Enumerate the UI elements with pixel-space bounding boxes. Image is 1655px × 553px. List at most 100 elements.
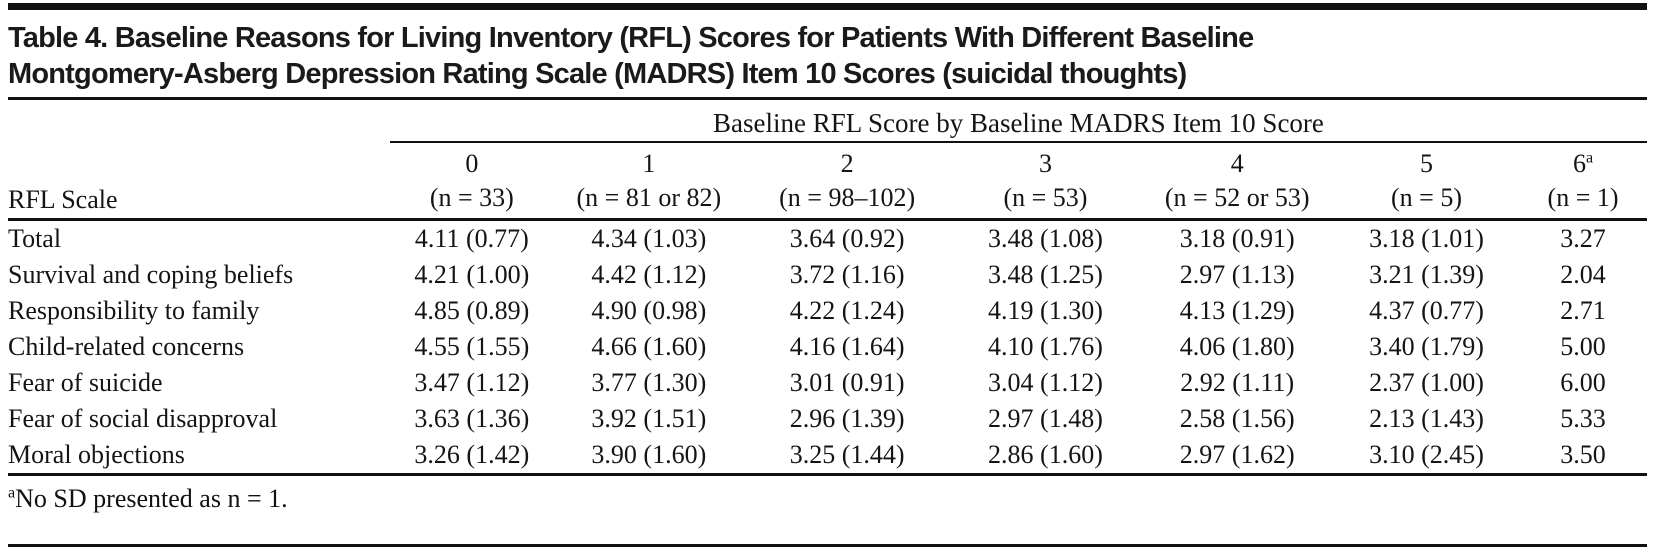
row-label: Total: [8, 224, 62, 253]
column-score: 6a: [1572, 149, 1594, 178]
bottom-rule: [8, 544, 1647, 547]
cell-value: 5.33: [1560, 404, 1606, 433]
table-row: Fear of suicide 3.47 (1.12) 3.77 (1.30) …: [8, 365, 1647, 401]
cell-value: 3.10 (2.45): [1369, 440, 1484, 469]
column-header-row: RFL Scale 0 (n = 33) 1 (n = 81 or 82) 2 …: [8, 142, 1647, 221]
spanner-spacer: [8, 100, 390, 142]
cell-value: 2.97 (1.48): [988, 404, 1103, 433]
column-score: 5: [1419, 149, 1433, 178]
cell-value: 2.13 (1.43): [1369, 404, 1484, 433]
cell-value: 4.06 (1.80): [1179, 332, 1295, 361]
cell-value: 2.92 (1.11): [1180, 368, 1295, 397]
cell-value: 3.21 (1.39): [1369, 260, 1484, 289]
row-label: Survival and coping beliefs: [8, 260, 294, 289]
table-title-line-2: Montgomery-Asberg Depression Rating Scal…: [8, 58, 1187, 90]
cell-value: 3.77 (1.30): [591, 368, 707, 397]
footnote-text: No SD presented as n = 1.: [15, 484, 288, 513]
cell-value: 4.13 (1.29): [1179, 296, 1295, 325]
cell-value: 3.47 (1.12): [414, 368, 530, 397]
column-score: 2: [840, 149, 854, 178]
cell-value: 4.34 (1.03): [591, 224, 707, 253]
column-header-3: 3 (n = 53): [950, 142, 1141, 221]
table-title: Table 4. Baseline Reasons for Living Inv…: [8, 20, 1647, 92]
cell-value: 4.37 (0.77): [1369, 296, 1484, 325]
cell-value: 3.25 (1.44): [789, 440, 905, 469]
cell-value: 4.10 (1.76): [988, 332, 1103, 361]
cell-value: 3.18 (0.91): [1179, 224, 1295, 253]
top-bar-rule: [8, 3, 1647, 10]
cell-value: 4.11 (0.77): [414, 224, 529, 253]
cell-value: 4.16 (1.64): [789, 332, 905, 361]
cell-value: 3.63 (1.36): [414, 404, 530, 433]
cell-value: 3.48 (1.25): [988, 260, 1103, 289]
column-n: (n = 52 or 53): [1164, 183, 1310, 212]
table-row: Responsibility to family 4.85 (0.89) 4.9…: [8, 293, 1647, 329]
row-label: Fear of social disapproval: [8, 404, 278, 433]
row-label: Fear of suicide: [8, 368, 163, 397]
cell-value: 3.48 (1.08): [988, 224, 1103, 253]
column-n: (n = 98–102): [779, 183, 916, 212]
table-row: Moral objections 3.26 (1.42) 3.90 (1.60)…: [8, 437, 1647, 475]
footnote: aNo SD presented as n = 1.: [8, 484, 1647, 514]
cell-value: 4.90 (0.98): [591, 296, 707, 325]
cell-value: 3.90 (1.60): [591, 440, 707, 469]
cell-value: 6.00: [1560, 368, 1606, 397]
cell-value: 5.00: [1560, 332, 1606, 361]
cell-value: 4.22 (1.24): [789, 296, 905, 325]
footnote-ref: a: [1585, 149, 1594, 167]
cell-value: 4.42 (1.12): [591, 260, 707, 289]
column-score: 0: [465, 149, 479, 178]
title-divider-rule: [8, 97, 1647, 100]
column-score: 3: [1038, 149, 1052, 178]
cell-value: 4.21 (1.00): [414, 260, 530, 289]
table-row: Child-related concerns 4.55 (1.55) 4.66 …: [8, 329, 1647, 365]
cell-value: 3.26 (1.42): [414, 440, 530, 469]
cell-value: 3.27: [1560, 224, 1606, 253]
cell-value: 3.50: [1560, 440, 1606, 469]
cell-value: 4.66 (1.60): [591, 332, 707, 361]
cell-value: 2.97 (1.13): [1179, 260, 1295, 289]
cell-value: 4.85 (0.89): [414, 296, 530, 325]
cell-value: 3.18 (1.01): [1369, 224, 1484, 253]
row-header-label: RFL Scale: [8, 142, 390, 221]
footnote-marker: a: [8, 484, 16, 502]
spanner-header-row: Baseline RFL Score by Baseline MADRS Ite…: [8, 100, 1647, 143]
column-n: (n = 1): [1547, 183, 1619, 212]
cell-value: 3.64 (0.92): [789, 224, 905, 253]
table-title-line-1: Table 4. Baseline Reasons for Living Inv…: [8, 22, 1254, 54]
cell-value: 3.72 (1.16): [789, 260, 905, 289]
column-n: (n = 81 or 82): [576, 183, 722, 212]
column-n: (n = 33): [429, 183, 514, 212]
table-row: Total 4.11 (0.77) 4.34 (1.03) 3.64 (0.92…: [8, 220, 1647, 258]
column-header-1: 1 (n = 81 or 82): [553, 142, 744, 221]
column-n: (n = 53): [1003, 183, 1088, 212]
column-header-4: 4 (n = 52 or 53): [1140, 142, 1334, 221]
table-row: Fear of social disapproval 3.63 (1.36) 3…: [8, 401, 1647, 437]
column-header-5: 5 (n = 5): [1333, 142, 1520, 221]
cell-value: 2.04: [1560, 260, 1606, 289]
cell-value: 4.19 (1.30): [988, 296, 1103, 325]
cell-value: 2.71: [1560, 296, 1606, 325]
row-label: Responsibility to family: [8, 296, 260, 325]
cell-value: 2.96 (1.39): [789, 404, 905, 433]
row-label: Moral objections: [8, 440, 185, 469]
column-header-0: 0 (n = 33): [389, 142, 554, 221]
column-score: 1: [642, 149, 656, 178]
column-header-2: 2 (n = 98–102): [743, 142, 951, 221]
column-group-header: Baseline RFL Score by Baseline MADRS Ite…: [389, 100, 1647, 143]
cell-value: 2.97 (1.62): [1179, 440, 1295, 469]
cell-value: 3.40 (1.79): [1369, 332, 1484, 361]
cell-value: 3.04 (1.12): [988, 368, 1103, 397]
rfl-scores-table: Baseline RFL Score by Baseline MADRS Ite…: [8, 100, 1647, 476]
row-label: Child-related concerns: [8, 332, 245, 361]
cell-value: 2.58 (1.56): [1179, 404, 1295, 433]
cell-value: 4.55 (1.55): [414, 332, 530, 361]
column-header-6: 6a (n = 1): [1519, 142, 1647, 221]
column-score: 4: [1230, 149, 1244, 178]
cell-value: 2.37 (1.00): [1369, 368, 1484, 397]
table-row: Survival and coping beliefs 4.21 (1.00) …: [8, 257, 1647, 293]
cell-value: 3.92 (1.51): [591, 404, 707, 433]
cell-value: 2.86 (1.60): [988, 440, 1103, 469]
cell-value: 3.01 (0.91): [789, 368, 905, 397]
